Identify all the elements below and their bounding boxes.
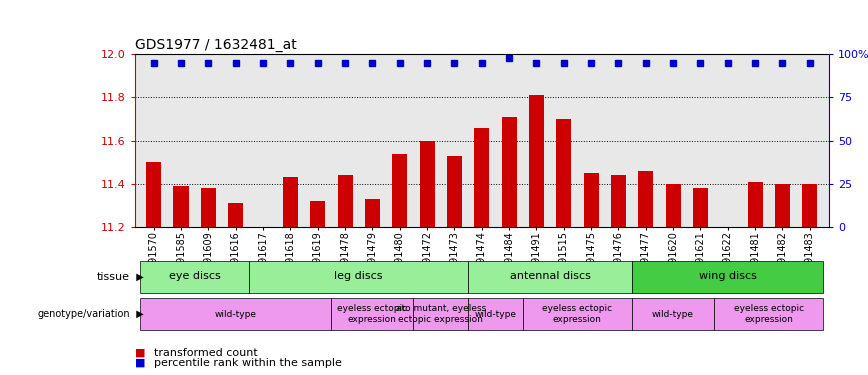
Bar <box>666 184 681 227</box>
Text: transformed count: transformed count <box>154 348 258 357</box>
Bar <box>283 177 298 227</box>
Bar <box>556 119 571 227</box>
Text: ▶: ▶ <box>130 272 144 282</box>
Text: eyeless ectopic
expression: eyeless ectopic expression <box>542 304 613 324</box>
Bar <box>146 162 161 227</box>
Bar <box>611 175 626 227</box>
Bar <box>174 186 188 227</box>
Bar <box>693 188 708 227</box>
Bar <box>802 184 818 227</box>
Bar <box>310 201 326 227</box>
Bar <box>523 298 632 330</box>
Bar <box>468 261 632 292</box>
Bar <box>775 184 790 227</box>
Bar <box>720 227 735 229</box>
Text: wild-type: wild-type <box>214 310 257 318</box>
Bar <box>632 298 714 330</box>
Text: wild-type: wild-type <box>652 310 694 318</box>
Text: wing discs: wing discs <box>699 271 757 281</box>
Bar <box>474 128 490 227</box>
Bar <box>419 141 435 227</box>
Bar <box>332 298 413 330</box>
Bar <box>413 298 468 330</box>
Bar <box>338 175 352 227</box>
Text: eye discs: eye discs <box>168 271 220 281</box>
Text: ▶: ▶ <box>130 309 144 319</box>
Bar <box>140 261 249 292</box>
Text: tissue: tissue <box>97 272 130 282</box>
Bar <box>583 173 599 227</box>
Bar <box>201 188 216 227</box>
Bar <box>447 156 462 227</box>
Bar <box>228 203 243 227</box>
Text: leg discs: leg discs <box>334 271 383 281</box>
Bar <box>632 261 824 292</box>
Text: antennal discs: antennal discs <box>510 271 590 281</box>
Text: eyeless ectopic
expression: eyeless ectopic expression <box>733 304 804 324</box>
Bar <box>638 171 654 227</box>
Bar <box>392 154 407 227</box>
Bar <box>747 182 763 227</box>
Bar <box>365 199 380 227</box>
Text: ■: ■ <box>135 348 145 357</box>
Bar <box>529 95 544 227</box>
Text: ■: ■ <box>135 358 145 368</box>
Bar <box>502 117 516 227</box>
Bar <box>468 298 523 330</box>
Text: percentile rank within the sample: percentile rank within the sample <box>154 358 341 368</box>
Bar <box>249 261 468 292</box>
Text: GDS1977 / 1632481_at: GDS1977 / 1632481_at <box>135 38 296 52</box>
Text: ato mutant, eyeless
ectopic expression: ato mutant, eyeless ectopic expression <box>396 304 486 324</box>
Text: genotype/variation: genotype/variation <box>37 309 130 319</box>
Text: wild-type: wild-type <box>475 310 516 318</box>
Text: eyeless ectopic
expression: eyeless ectopic expression <box>338 304 407 324</box>
Bar <box>714 298 824 330</box>
Bar <box>140 298 332 330</box>
